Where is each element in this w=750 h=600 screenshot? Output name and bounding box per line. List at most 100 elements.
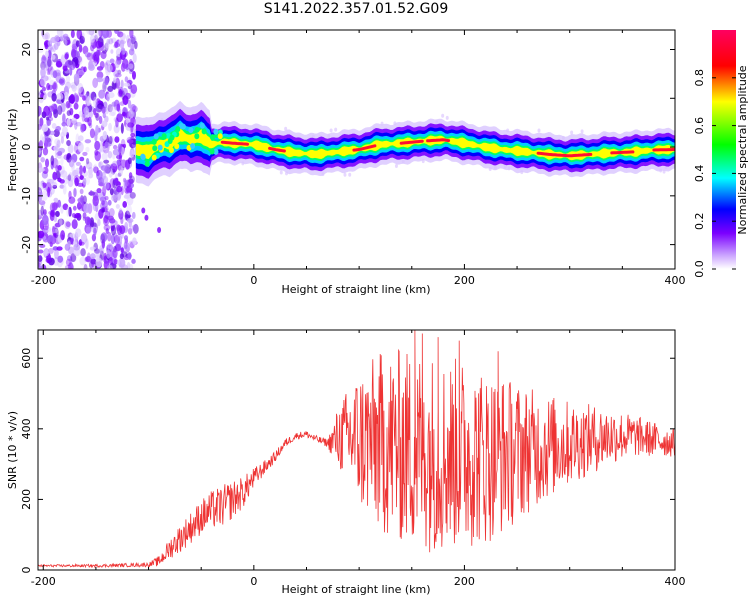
noise-speck — [109, 58, 115, 64]
noise-speck — [86, 96, 91, 107]
noise-speck — [66, 118, 71, 127]
spectrogram-xlabel: Height of straight line (km) — [281, 283, 430, 296]
noise-speck — [61, 121, 67, 127]
noise-speck — [75, 167, 80, 173]
noise-speck — [54, 210, 60, 218]
noise-speck — [111, 101, 117, 108]
noise-speck — [110, 37, 117, 44]
track-blob — [153, 133, 159, 140]
noise-speck — [128, 63, 134, 70]
noise-speck — [72, 205, 77, 211]
noise-speck — [122, 201, 128, 208]
noise-speck — [123, 194, 130, 199]
noise-speck — [96, 77, 104, 83]
noise-speck — [103, 164, 110, 175]
noise-speck — [38, 167, 45, 172]
noise-speck — [38, 196, 43, 203]
noise-speck — [88, 30, 95, 36]
noise-speck — [69, 233, 77, 239]
noise-speck — [51, 54, 56, 60]
noise-speck — [40, 67, 46, 78]
noise-speck — [82, 212, 87, 219]
noise-speck — [105, 182, 112, 191]
noise-speck — [98, 161, 102, 168]
noise-speck — [85, 157, 90, 165]
noise-speck — [118, 257, 126, 268]
noise-speck — [68, 196, 76, 204]
noise-speck — [103, 85, 107, 90]
noise-speck — [114, 30, 120, 34]
noise-speck — [59, 218, 63, 226]
noise-speck — [92, 195, 99, 207]
noise-speck — [79, 256, 87, 266]
noise-speck — [107, 92, 115, 99]
noise-speck — [108, 208, 115, 217]
noise-speck — [42, 91, 47, 100]
colorbar-tick-label: 0.6 — [693, 117, 706, 135]
noise-speck — [108, 136, 113, 145]
noise-speck — [60, 170, 68, 178]
noise-speck — [89, 246, 96, 251]
noise-speck — [73, 243, 81, 251]
noise-speck — [85, 256, 92, 263]
noise-speck — [114, 177, 118, 186]
noise-speck — [96, 71, 104, 79]
noise-speck — [47, 49, 52, 58]
noise-speck — [100, 165, 107, 171]
noise-speck — [94, 140, 101, 151]
noise-speck — [71, 43, 78, 50]
faint-speck — [334, 127, 338, 132]
noise-speck — [113, 124, 120, 134]
noise-speck — [99, 247, 105, 254]
noise-speck — [66, 139, 71, 147]
noise-speck — [95, 112, 100, 121]
snr-ylabel: SNR (10 * v/v) — [6, 411, 19, 489]
noise-speck — [60, 30, 64, 37]
noise-speck — [71, 219, 78, 230]
noise-speck — [95, 40, 102, 49]
noise-speck — [123, 241, 128, 250]
noise-speck — [79, 35, 85, 45]
noise-speck — [89, 91, 96, 101]
noise-speck — [52, 70, 58, 79]
noise-speck — [83, 263, 88, 269]
colorbar-tick-label: 0.4 — [693, 165, 706, 183]
noise-speck — [101, 200, 105, 206]
noise-speck — [68, 190, 72, 200]
noise-speck — [127, 252, 132, 260]
noise-speck — [46, 57, 53, 69]
noise-speck — [117, 172, 122, 177]
noise-speck — [120, 47, 126, 55]
noise-speck — [130, 132, 136, 138]
noise-speck — [84, 216, 91, 225]
noise-speck — [98, 89, 106, 99]
track-blob — [144, 160, 150, 167]
noise-speck — [73, 187, 77, 198]
noise-speck — [64, 220, 71, 229]
noise-speck — [115, 77, 121, 89]
noise-speck — [77, 142, 84, 153]
noise-speck — [119, 39, 125, 50]
track-peak — [268, 146, 286, 153]
noise-speck — [44, 139, 48, 150]
noise-speck — [80, 233, 88, 244]
noise-speck — [50, 209, 56, 217]
noise-speck — [120, 159, 128, 168]
noise-speck — [52, 246, 58, 251]
noise-speck — [45, 264, 52, 269]
signal-track — [135, 100, 675, 187]
noise-speck — [77, 196, 85, 205]
noise-speck — [93, 248, 101, 254]
noise-speck — [41, 124, 49, 132]
noise-speck — [132, 237, 137, 246]
noise-speck — [75, 228, 82, 238]
noise-speck — [108, 38, 114, 45]
track-blob — [194, 126, 200, 133]
noise-speck — [79, 165, 84, 176]
faint-speck — [570, 130, 574, 135]
noise-speck — [54, 148, 59, 159]
noise-speck — [113, 69, 120, 78]
noise-speck — [111, 80, 118, 90]
noise-speck — [112, 77, 117, 84]
